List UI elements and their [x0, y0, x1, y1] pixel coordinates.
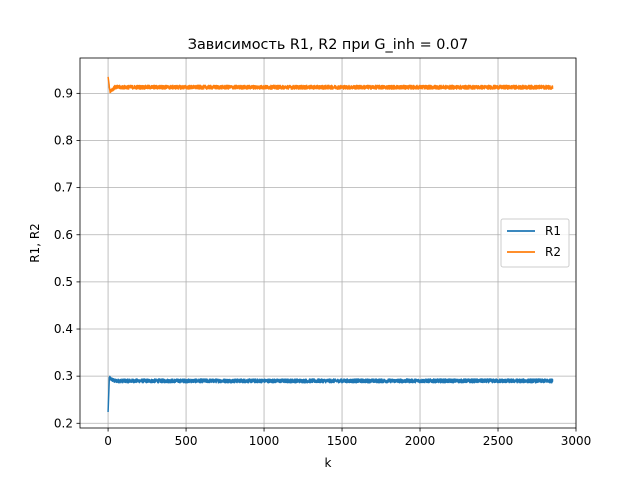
y-tick-label: 0.6	[54, 228, 73, 242]
y-axis-title: R1, R2	[28, 223, 42, 263]
series-line-r1	[107, 375, 554, 412]
x-tick-label: 2000	[405, 434, 436, 448]
legend-label-r2: R2	[545, 245, 561, 259]
x-tick-label: 0	[104, 434, 112, 448]
y-tick-label: 0.7	[54, 181, 73, 195]
x-tick-label: 1500	[327, 434, 358, 448]
y-tick-label: 0.5	[54, 275, 73, 289]
series-layer	[107, 76, 554, 412]
legend-label-r1: R1	[545, 224, 561, 238]
x-axis-title: k	[325, 456, 332, 470]
y-tick-label: 0.2	[54, 416, 73, 430]
y-tick-label: 0.4	[54, 322, 73, 336]
chart-title: Зависимость R1, R2 при G_inh = 0.07	[188, 37, 469, 53]
legend: R1 R2	[500, 218, 570, 268]
y-tick-label: 0.3	[54, 369, 73, 383]
plot-frame	[79, 57, 577, 429]
y-axis: 0.2 0.3 0.4 0.5 0.6 0.7 0.8 0.9	[54, 86, 80, 430]
series-line-r2	[107, 76, 554, 94]
y-tick-label: 0.8	[54, 133, 73, 147]
x-axis: 0 500 1000 1500 2000 2500 3000	[104, 428, 591, 448]
y-tick-label: 0.9	[54, 86, 73, 100]
x-tick-label: 3000	[561, 434, 592, 448]
x-tick-label: 2500	[483, 434, 514, 448]
x-tick-label: 1000	[249, 434, 280, 448]
x-tick-label: 500	[175, 434, 198, 448]
plot-area	[80, 58, 576, 428]
